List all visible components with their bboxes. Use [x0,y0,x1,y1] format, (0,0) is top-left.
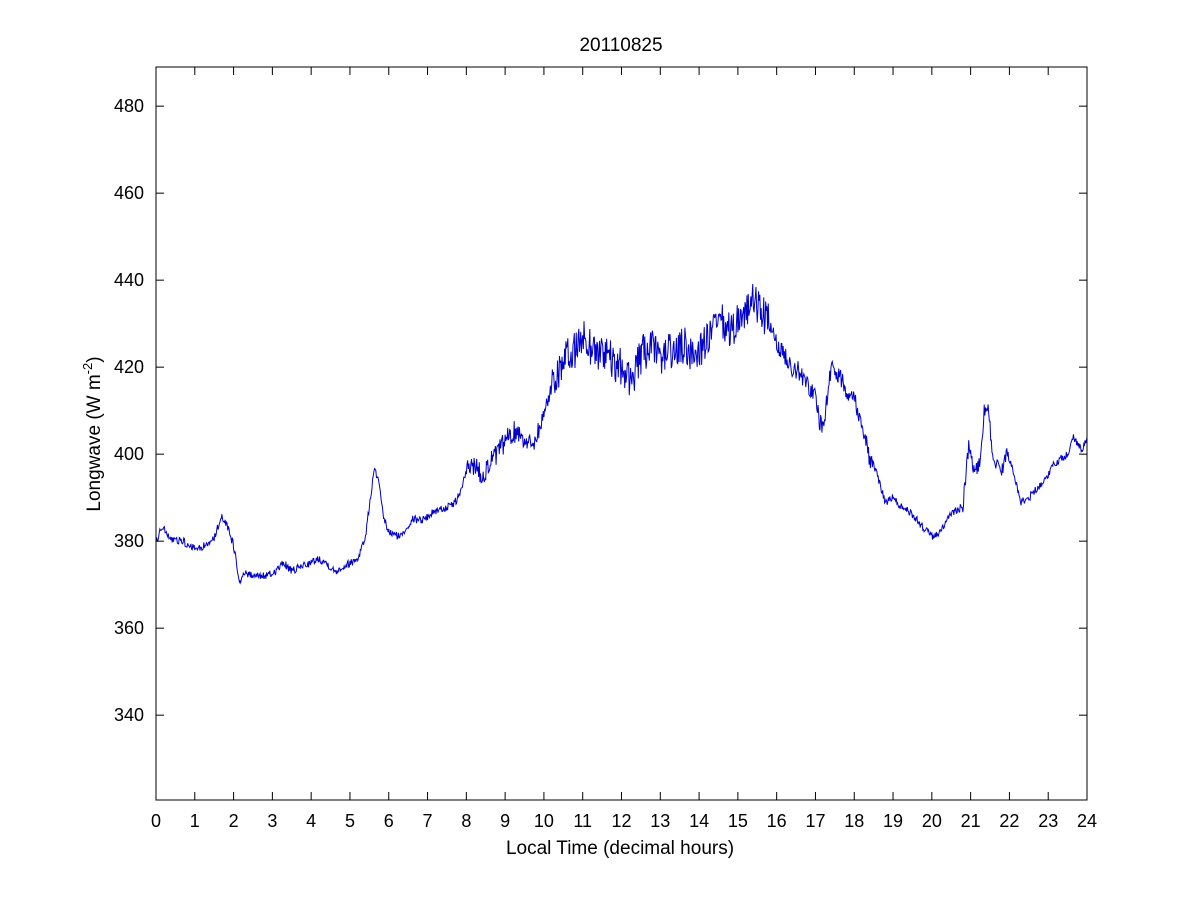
x-tick-label: 6 [384,811,394,831]
y-tick-label: 420 [114,357,144,377]
x-tick-label: 21 [961,811,981,831]
y-tick-label: 460 [114,183,144,203]
y-axis-label-sup: -2 [80,363,95,375]
x-tick-label: 15 [728,811,748,831]
y-axis-label-main: Longwave (W m [84,374,105,511]
y-tick-label: 360 [114,618,144,638]
x-tick-label: 12 [611,811,631,831]
x-tick-label: 14 [689,811,709,831]
series-layer [155,284,1088,585]
x-axis-label: Local Time (decimal hours) [506,838,734,859]
x-tick-label: 23 [1038,811,1058,831]
x-tick-label: 13 [650,811,670,831]
plot-area [156,67,1087,800]
chart-title: 20110825 [579,35,662,56]
x-tick-label: 22 [999,811,1019,831]
x-tick-label: 7 [423,811,433,831]
y-axis-label: Longwave (W m-2) [80,356,105,511]
x-tick-label: 24 [1077,811,1097,831]
series-line-longwave [155,284,1088,585]
y-axis-label-close: ) [84,356,105,362]
x-tick-label: 11 [573,811,592,831]
y-tick-label: 400 [114,444,144,464]
x-tick-label: 4 [306,811,316,831]
x-tick-label: 10 [534,811,554,831]
x-tick-label: 19 [883,811,903,831]
y-tick-label: 480 [114,96,144,116]
y-tick-label: 340 [114,705,144,725]
x-tick-label: 2 [229,811,239,831]
x-tick-label: 18 [844,811,864,831]
x-tick-label: 5 [345,811,355,831]
x-tick-label: 20 [922,811,942,831]
x-tick-label: 8 [461,811,471,831]
x-tick-label: 3 [267,811,277,831]
x-tick-label: 17 [805,811,825,831]
x-tick-label: 9 [500,811,510,831]
x-tick-label: 16 [767,811,787,831]
x-tick-label: 1 [190,811,200,831]
y-axis: 340 360 380 400 420 440 460 480 [114,96,1087,725]
y-tick-label: 380 [114,531,144,551]
x-tick-label: 0 [151,811,161,831]
x-axis: 0 1 2 3 4 5 6 7 8 9 10 11 12 13 14 15 16 17 18 19 20 21 22 23 24 [151,67,1097,831]
y-tick-label: 440 [114,270,144,290]
